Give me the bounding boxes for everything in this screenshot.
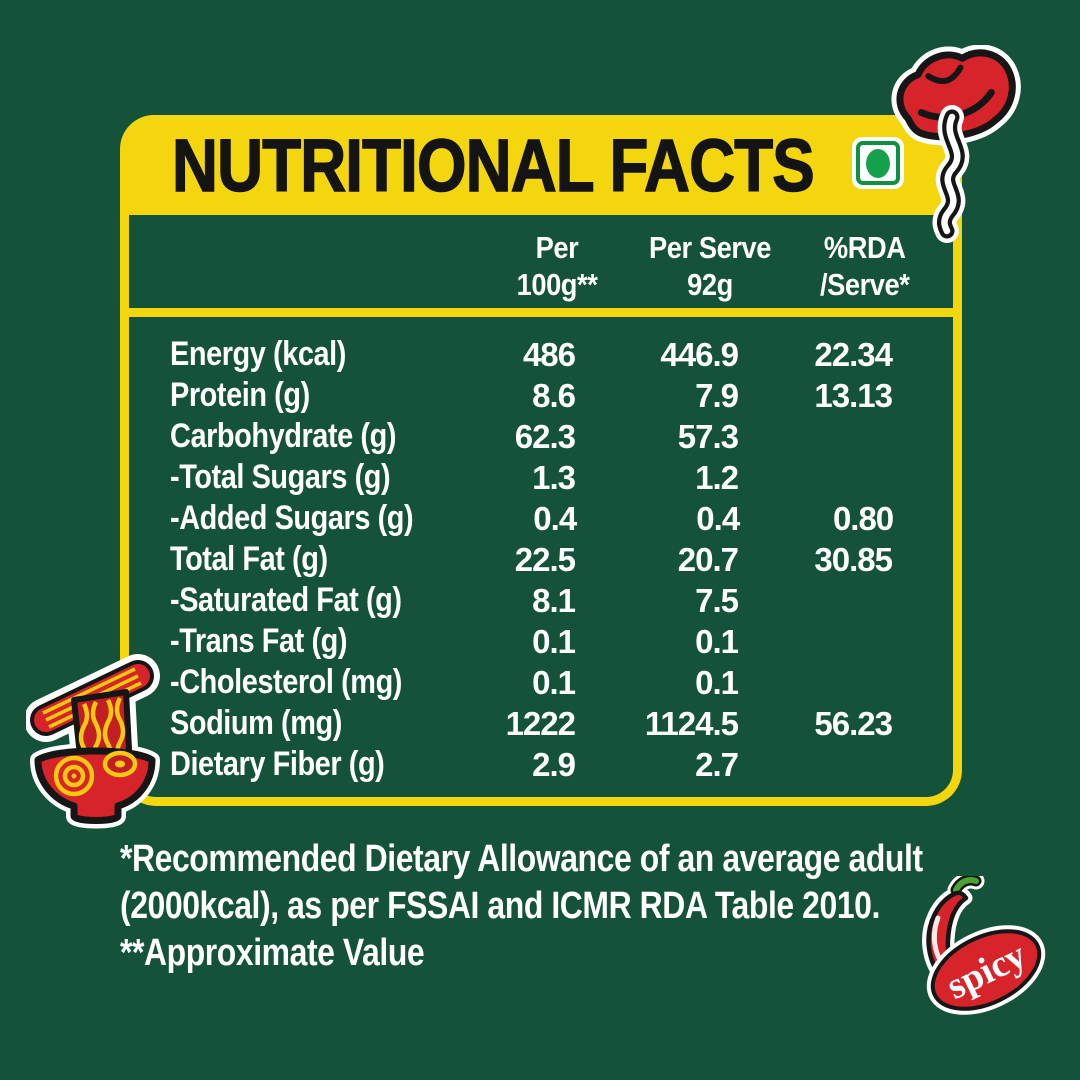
card-header: NUTRITIONAL FACTS bbox=[120, 115, 962, 215]
row-value-rda: 0.80 bbox=[832, 499, 894, 537]
spicy-chili-sticker-icon: spicy bbox=[922, 876, 1046, 1015]
row-value-per-100g: 0.1 bbox=[532, 663, 576, 701]
veg-symbol-dot bbox=[866, 148, 890, 178]
column-header-per-serve: Per Serve 92g bbox=[649, 229, 771, 303]
table-row: Protein (g) 8.6 7.9 13.13 bbox=[170, 375, 893, 416]
row-value-per-100g: 22.5 bbox=[514, 540, 576, 578]
column-header-line: Per bbox=[535, 230, 579, 265]
row-label: Total Fat (g) bbox=[170, 540, 328, 578]
nutrition-facts-card: NUTRITIONAL FACTS Per 100g** Per Serve 9… bbox=[120, 115, 962, 806]
table-row: Sodium (mg) 1222 1124.5 56.23 bbox=[170, 703, 893, 744]
row-label: -Cholesterol (mg) bbox=[170, 663, 403, 701]
column-header-line: %RDA bbox=[823, 230, 906, 265]
row-value-per-serve: 446.9 bbox=[660, 335, 739, 373]
footnote-line: *Recommended Dietary Allowance of an ave… bbox=[120, 838, 923, 880]
footnotes: *Recommended Dietary Allowance of an ave… bbox=[120, 836, 923, 977]
table-row: -Saturated Fat (g) 8.1 7.5 bbox=[170, 580, 892, 621]
lips-noodle-sticker-icon bbox=[891, 45, 1021, 243]
row-value-per-serve: 1124.5 bbox=[644, 704, 739, 742]
page-title: NUTRITIONAL FACTS bbox=[171, 123, 815, 208]
row-value-per-serve: 0.4 bbox=[696, 499, 740, 537]
card-body: Per 100g** Per Serve 92g %RDA /Serve* En… bbox=[120, 215, 962, 806]
veg-symbol-icon bbox=[852, 137, 904, 189]
row-value-rda: 22.34 bbox=[814, 335, 893, 373]
footnote-line: **Approximate Value bbox=[120, 932, 425, 974]
row-label: -Trans Fat (g) bbox=[170, 622, 348, 660]
column-headers: Per 100g** Per Serve 92g %RDA /Serve* bbox=[129, 215, 953, 308]
table-row: -Cholesterol (mg) 0.1 0.1 bbox=[170, 662, 892, 703]
noodle-bowl-sticker-icon bbox=[26, 654, 160, 829]
table-row: -Added Sugars (g) 0.4 0.4 0.80 bbox=[170, 498, 894, 539]
column-header-rda-serve: %RDA /Serve* bbox=[820, 229, 910, 303]
row-label: Energy (kcal) bbox=[170, 335, 346, 373]
table-row: Energy (kcal) 486 446.9 22.34 bbox=[170, 334, 893, 375]
footnote-line: (2000kcal), as per FSSAI and ICMR RDA Ta… bbox=[120, 885, 880, 927]
row-value-rda: 30.85 bbox=[814, 540, 893, 578]
row-value-per-100g: 0.1 bbox=[532, 622, 576, 660]
noodle-strand-icon bbox=[932, 105, 970, 243]
row-label: Dietary Fiber (g) bbox=[170, 745, 385, 783]
row-label: -Saturated Fat (g) bbox=[170, 581, 402, 619]
row-value-per-serve: 1.2 bbox=[695, 458, 739, 496]
row-value-per-100g: 1222 bbox=[505, 704, 576, 742]
header-divider bbox=[129, 308, 953, 317]
column-header-line: 100g** bbox=[516, 267, 598, 302]
table-row: -Trans Fat (g) 0.1 0.1 bbox=[170, 621, 892, 662]
row-label: Protein (g) bbox=[170, 376, 310, 414]
table-row: Carbohydrate (g) 62.3 57.3 bbox=[170, 416, 892, 457]
column-header-line: 92g bbox=[687, 267, 733, 302]
spicy-badge: spicy bbox=[926, 925, 1046, 1015]
table-row: Total Fat (g) 22.5 20.7 30.85 bbox=[170, 539, 893, 580]
row-value-rda: 56.23 bbox=[814, 704, 893, 742]
row-value-per-serve: 7.5 bbox=[695, 581, 739, 619]
row-value-per-serve: 57.3 bbox=[677, 417, 739, 455]
row-value-per-serve: 2.7 bbox=[695, 745, 739, 783]
row-value-per-serve: 7.9 bbox=[695, 376, 739, 414]
row-label: Carbohydrate (g) bbox=[170, 417, 397, 455]
row-value-per-100g: 2.9 bbox=[532, 745, 576, 783]
row-label: -Total Sugars (g) bbox=[170, 458, 391, 496]
row-value-per-100g: 62.3 bbox=[514, 417, 576, 455]
row-label: Sodium (mg) bbox=[170, 704, 342, 742]
row-value-per-100g: 8.6 bbox=[532, 376, 576, 414]
row-label: -Added Sugars (g) bbox=[170, 499, 414, 537]
table-row: Dietary Fiber (g) 2.9 2.7 bbox=[170, 744, 892, 785]
table-row: -Total Sugars (g) 1.3 1.2 bbox=[170, 457, 892, 498]
row-value-per-100g: 8.1 bbox=[532, 581, 576, 619]
row-value-per-serve: 0.1 bbox=[695, 622, 739, 660]
row-value-rda: 13.13 bbox=[814, 376, 893, 414]
nutrition-rows: Energy (kcal) 486 446.9 22.34 Protein (g… bbox=[129, 317, 953, 785]
row-value-per-serve: 20.7 bbox=[677, 540, 739, 578]
row-value-per-serve: 0.1 bbox=[695, 663, 739, 701]
row-value-per-100g: 486 bbox=[522, 335, 576, 373]
row-value-per-100g: 1.3 bbox=[532, 458, 576, 496]
bowl-icon bbox=[34, 747, 156, 824]
row-value-per-100g: 0.4 bbox=[533, 499, 577, 537]
column-header-line: Per Serve bbox=[649, 230, 771, 265]
column-header-per-100g: Per 100g** bbox=[517, 229, 598, 303]
column-header-line: /Serve* bbox=[820, 267, 910, 302]
veg-symbol-border bbox=[856, 141, 900, 185]
